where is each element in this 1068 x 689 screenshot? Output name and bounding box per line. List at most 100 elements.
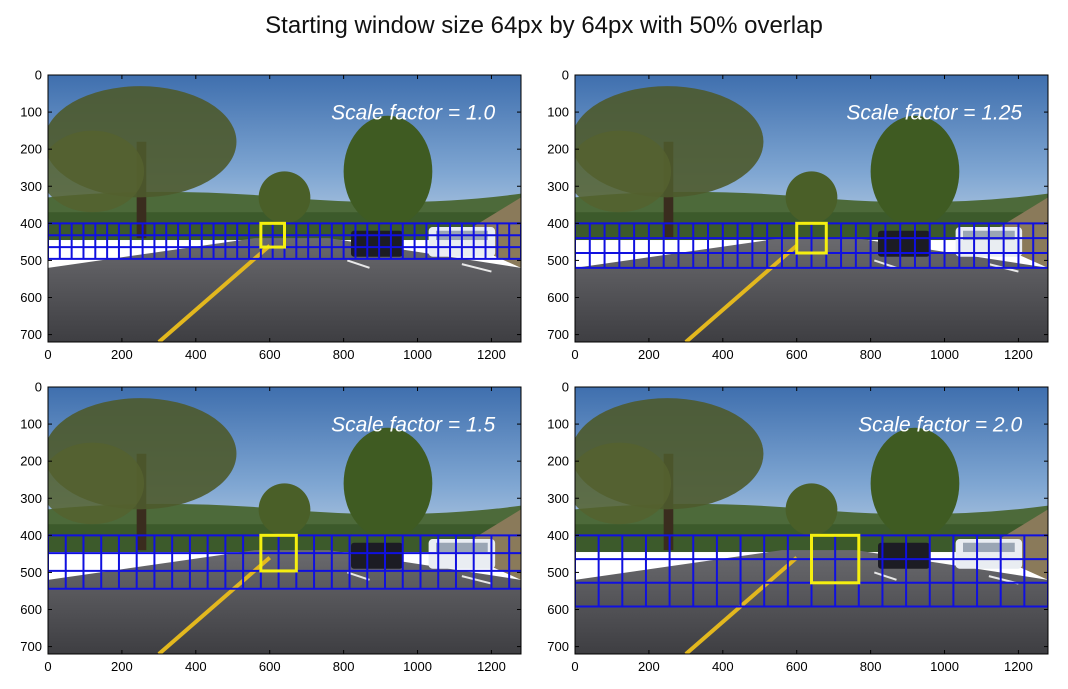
road-photo [48,75,521,342]
y-tick-label: 400 [547,528,569,543]
x-tick-label: 600 [259,347,281,362]
x-tick-label: 600 [786,659,808,674]
y-tick-label: 600 [547,290,569,305]
y-tick-label: 100 [20,105,42,120]
white-dash-1 [874,571,897,581]
y-tick-label: 500 [547,565,569,580]
x-tick-label: 800 [860,347,882,362]
x-tick-label: 200 [111,659,133,674]
white-dash-2 [461,575,492,585]
tree-right-canopy [870,115,960,228]
road-photo [48,387,521,654]
tree-middle-canopy [785,483,838,536]
white-car-window [436,542,488,553]
axes-frame [47,386,522,655]
y-tick-label: 400 [20,216,42,231]
y-tick-label: 700 [20,327,42,342]
x-tick-label: 1200 [477,347,506,362]
y-tick-label: 500 [547,253,569,268]
y-tick-label: 400 [547,216,569,231]
y-tick-label: 400 [20,528,42,543]
x-tick-label: 800 [333,347,355,362]
subplot-2: Scale factor = 1.250 200 400 600 800 1000 1200… [547,68,1049,362]
y-tick-label: 0 [35,380,42,395]
y-tick-label: 600 [20,290,42,305]
white-dash-2 [461,263,492,273]
y-tick-label: 0 [562,380,569,395]
x-tick-label: 200 [638,659,660,674]
yellow-lane-line [157,244,272,342]
x-tick-label: 1200 [477,659,506,674]
x-tick-label: 600 [259,659,281,674]
white-dash-1 [347,259,370,269]
axes-frame [47,74,522,343]
road-surface [48,238,521,342]
yellow-lane-line [684,244,799,342]
axes-frame [574,386,1049,655]
x-tick-label: 400 [185,659,207,674]
y-tick-label: 300 [547,179,569,194]
figure-title: Starting window size 64px by 64px with 5… [265,12,823,39]
tree-left-canopy-2 [48,130,145,213]
tree-right-canopy [870,427,960,540]
subplot-1: Scale factor = 1.0 0 200 400 600 800 1000 1200 0… [20,68,522,362]
x-tick-label: 1000 [930,347,959,362]
tree-middle-canopy [258,483,311,536]
tree-right-canopy [343,115,433,228]
x-tick-label: 400 [712,347,734,362]
axes-frame [574,74,1049,343]
x-tick-label: 800 [860,659,882,674]
subplot-3: Scale factor = 1.5 0 200 400 600 800 1000 1200 0… [20,380,522,674]
y-tick-label: 100 [547,417,569,432]
y-tick-label: 200 [20,454,42,469]
tree-middle-canopy [785,171,838,224]
y-tick-label: 600 [20,602,42,617]
y-tick-label: 300 [547,491,569,506]
y-tick-label: 500 [20,565,42,580]
tree-middle-canopy [258,171,311,224]
y-tick-label: 700 [547,639,569,654]
highlight-window [259,221,287,249]
x-tick-label: 200 [638,347,660,362]
highlight-window [795,221,828,255]
x-tick-label: 600 [786,347,808,362]
x-tick-label: 400 [185,347,207,362]
road-photo [575,75,1048,342]
y-tick-label: 500 [20,253,42,268]
highlight-window [259,533,298,573]
y-tick-label: 200 [547,454,569,469]
x-tick-label: 0 [44,659,51,674]
road-photo [575,387,1048,654]
x-tick-label: 0 [571,347,578,362]
y-tick-label: 300 [20,179,42,194]
y-tick-label: 700 [20,639,42,654]
y-tick-label: 200 [20,142,42,157]
x-tick-label: 1000 [930,659,959,674]
x-tick-label: 1200 [1004,659,1033,674]
tree-left-canopy-2 [575,130,672,213]
dark-car [351,542,403,569]
y-tick-label: 600 [547,602,569,617]
white-car-window [963,542,1015,553]
y-tick-label: 0 [35,68,42,83]
y-tick-label: 100 [547,105,569,120]
x-tick-label: 400 [712,659,734,674]
y-tick-label: 200 [547,142,569,157]
tree-left-canopy-2 [48,442,145,525]
x-tick-label: 800 [333,659,355,674]
x-tick-label: 1000 [403,659,432,674]
subplot-4: Scale factor = 2.0 0 200 400 600 800 1000 1200 0… [547,380,1049,674]
yellow-lane-line [157,556,272,654]
tree-left-canopy-2 [575,442,672,525]
white-dash-1 [347,571,370,581]
x-tick-label: 0 [571,659,578,674]
y-tick-label: 300 [20,491,42,506]
x-tick-label: 1000 [403,347,432,362]
x-tick-label: 200 [111,347,133,362]
highlight-window [810,533,861,585]
y-tick-label: 100 [20,417,42,432]
tree-right-canopy [343,427,433,540]
dark-car [351,230,403,257]
